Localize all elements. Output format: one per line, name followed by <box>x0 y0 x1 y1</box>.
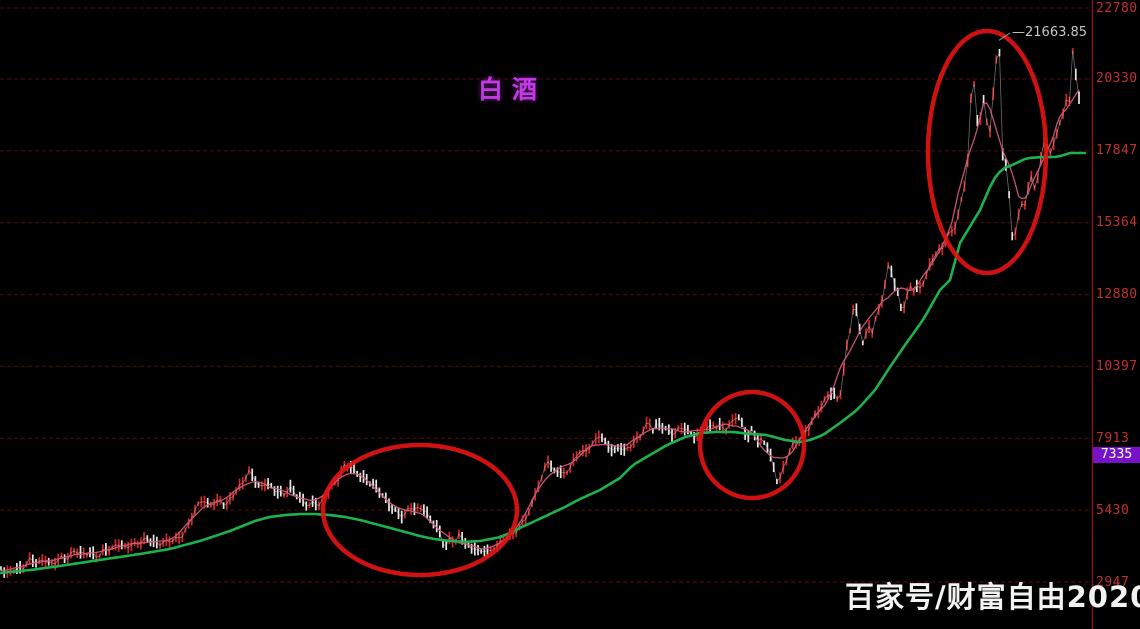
peak-pointer-line <box>998 32 1011 41</box>
y-axis-tick-label: 22780 <box>1096 1 1138 16</box>
annotation-circles <box>320 28 1049 578</box>
y-axis-tick-label: 12880 <box>1096 287 1138 302</box>
ma-slow-line <box>0 151 1087 575</box>
y-axis-tick-label: 17847 <box>1096 143 1138 158</box>
y-axis-tick-label: 20330 <box>1096 71 1138 86</box>
chart-title: 白酒 <box>478 75 547 104</box>
y-axis-tick-label: 10397 <box>1096 359 1138 374</box>
ma-fast-line <box>0 89 1080 572</box>
peak-price-label: —21663.85 <box>1012 25 1088 40</box>
y-axis-tick-label: 15364 <box>1096 215 1138 230</box>
watermark: 百家号/财富自由2020 <box>845 580 1140 614</box>
highlight-circle <box>320 442 520 578</box>
y-axis-tick-label: 7913 <box>1096 431 1130 446</box>
peak-price-value: 21663.85 <box>1025 25 1088 40</box>
highlight-circle <box>697 389 807 501</box>
highlight-circle <box>925 28 1049 276</box>
y-axis-tick-label: 5430 <box>1096 503 1130 518</box>
candles-layer <box>0 47 1080 579</box>
gridlines-layer <box>0 7 1092 583</box>
price-line <box>0 50 1080 573</box>
y-axis-tick-label: 2947 <box>1096 575 1130 590</box>
current-price-badge: 7335 <box>1093 447 1140 463</box>
